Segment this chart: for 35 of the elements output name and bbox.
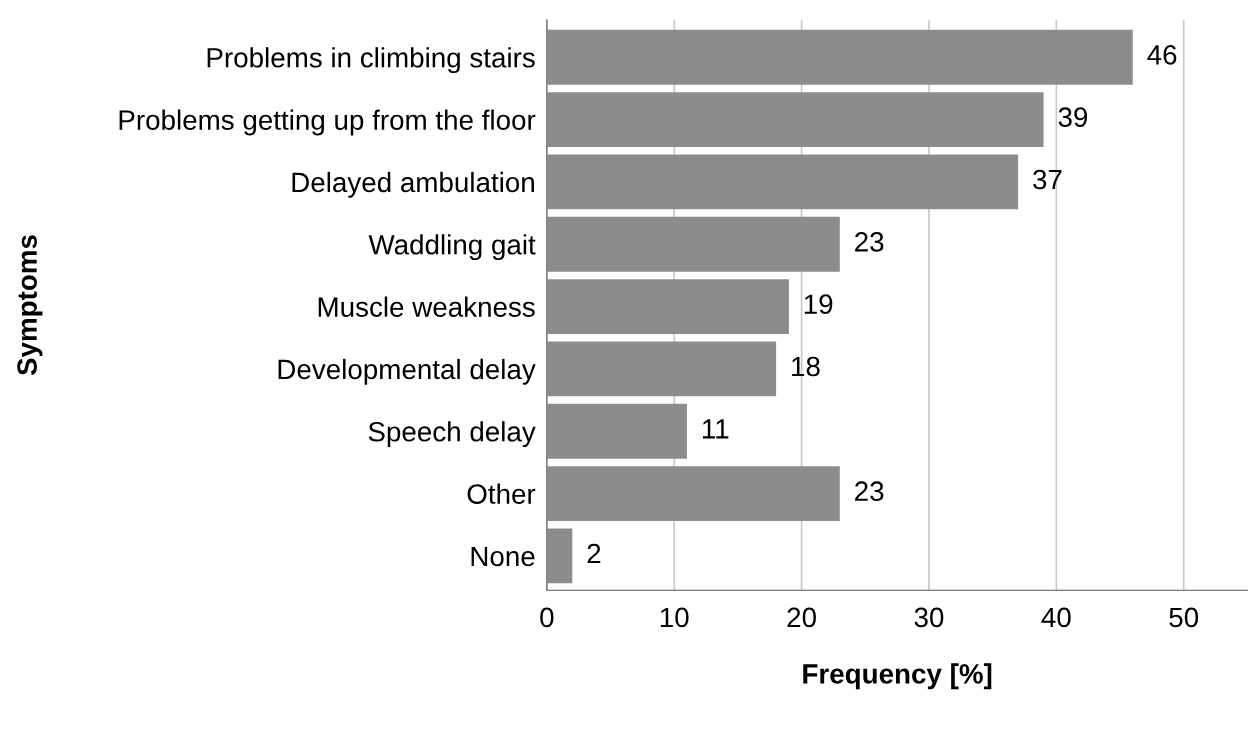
- y-tick-label: Delayed ambulation: [292, 171, 534, 198]
- bar: [546, 279, 789, 335]
- x-tick-label: 50: [1169, 607, 1199, 628]
- x-tick-label: 40: [1041, 607, 1071, 628]
- data-label: 18: [792, 356, 820, 377]
- y-axis-title: Symptoms: [17, 235, 43, 376]
- bar: [546, 29, 1133, 85]
- x-tick-label: 0: [540, 607, 554, 628]
- y-tick-label: Waddling gait: [368, 234, 536, 261]
- y-tick-label: Speech delay: [368, 421, 536, 448]
- bar: [546, 341, 777, 397]
- data-label: 19: [804, 294, 833, 315]
- y-tick-label: Muscle weakness: [318, 296, 535, 317]
- data-label: 2: [587, 543, 601, 564]
- bar: [546, 154, 1019, 210]
- x-axis-title: Frequency [%]: [803, 663, 992, 690]
- y-tick-label: Problems in climbing stairs: [207, 47, 535, 74]
- data-label: 11: [702, 419, 729, 439]
- data-label: 39: [1058, 107, 1088, 128]
- data-label: 46: [1147, 45, 1177, 65]
- bar: [546, 528, 573, 584]
- bar: [546, 92, 1044, 148]
- x-tick-label: 20: [787, 607, 816, 628]
- data-label: 23: [855, 232, 884, 252]
- data-label: 37: [1033, 169, 1062, 190]
- bar: [546, 216, 840, 272]
- x-tick-label: 10: [660, 607, 689, 628]
- y-tick-label: Problems getting up from the floor: [119, 109, 536, 136]
- x-tick-label: 30: [914, 607, 944, 628]
- data-label: 23: [855, 481, 884, 502]
- bar: [546, 466, 840, 522]
- bar: [546, 403, 687, 459]
- y-tick-label: None: [471, 546, 535, 567]
- y-tick-label: Developmental delay: [278, 358, 536, 385]
- y-tick-label: Other: [467, 483, 536, 504]
